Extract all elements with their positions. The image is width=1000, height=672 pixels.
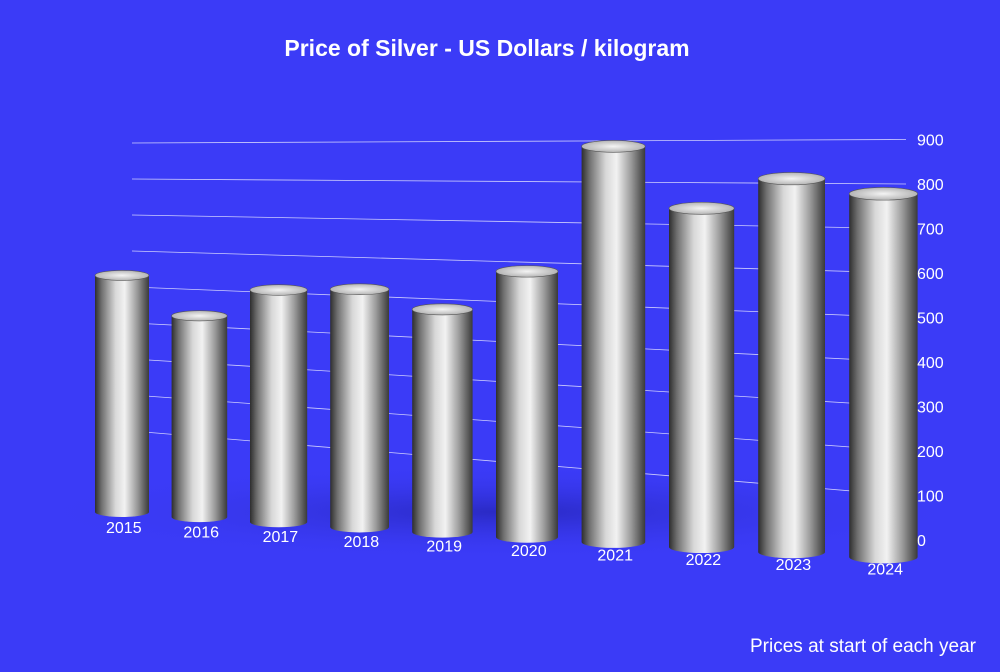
bar <box>849 193 918 564</box>
y-tick-label: 600 <box>917 266 944 283</box>
x-tick-label: 2017 <box>263 529 299 546</box>
x-tick-label: 2016 <box>183 525 219 542</box>
bar <box>581 146 646 548</box>
bar-top <box>668 201 735 215</box>
y-tick-label: 100 <box>917 489 944 506</box>
gridline <box>131 139 907 144</box>
bar <box>171 315 228 523</box>
bar <box>758 178 825 559</box>
y-tick-label: 900 <box>917 133 944 150</box>
bar <box>496 271 558 543</box>
bar <box>669 208 735 554</box>
x-tick-label: 2020 <box>511 543 547 560</box>
bar-2022 <box>668 201 735 554</box>
bar-top <box>581 140 646 153</box>
chart-title: Price of Silver - US Dollars / kilogram <box>284 35 689 61</box>
x-tick-label: 2021 <box>597 548 633 565</box>
y-tick-label: 400 <box>917 355 944 372</box>
y-tick-label: 0 <box>917 533 926 550</box>
y-tick-label: 300 <box>917 400 944 417</box>
y-tick-label: 800 <box>917 177 944 194</box>
x-tick-label: 2024 <box>867 561 903 578</box>
bar-2023 <box>757 172 826 559</box>
bar-top <box>329 283 390 296</box>
bar-2020 <box>495 265 559 543</box>
x-axis-labels: 2015 2016 2017 2018 2019 2020 2021 2022 2023 2024 <box>106 520 903 578</box>
x-tick-label: 2023 <box>776 557 812 574</box>
x-tick-label: 2022 <box>686 552 722 569</box>
x-tick-label: 2018 <box>344 534 380 551</box>
y-tick-label: 700 <box>917 222 944 239</box>
bar <box>330 289 389 533</box>
x-tick-label: 2015 <box>106 520 142 537</box>
x-tick-label: 2019 <box>426 538 462 555</box>
y-tick-label: 500 <box>917 311 944 328</box>
bar-top <box>411 303 473 316</box>
bar-2018 <box>329 283 390 533</box>
bar-top <box>848 187 918 201</box>
bar-top <box>94 270 150 281</box>
bar-top <box>757 172 826 186</box>
bar-2021 <box>581 140 646 548</box>
y-axis-ticks: 0 100 200 300 400 500 600 700 800 900 <box>917 133 944 551</box>
bar <box>250 290 308 528</box>
bar-2024 <box>848 187 918 564</box>
bar <box>95 275 149 517</box>
y-tick-label: 200 <box>917 444 944 461</box>
bar <box>412 309 473 538</box>
bars <box>94 140 918 564</box>
chart-footnote: Prices at start of each year <box>750 636 977 657</box>
bar-top <box>249 284 308 296</box>
bar-top <box>171 310 228 322</box>
bar-top <box>495 265 559 278</box>
bar-2016 <box>171 310 228 523</box>
bar-2019 <box>411 303 473 538</box>
bar-2015 <box>94 270 150 517</box>
bar-2017 <box>249 284 308 528</box>
